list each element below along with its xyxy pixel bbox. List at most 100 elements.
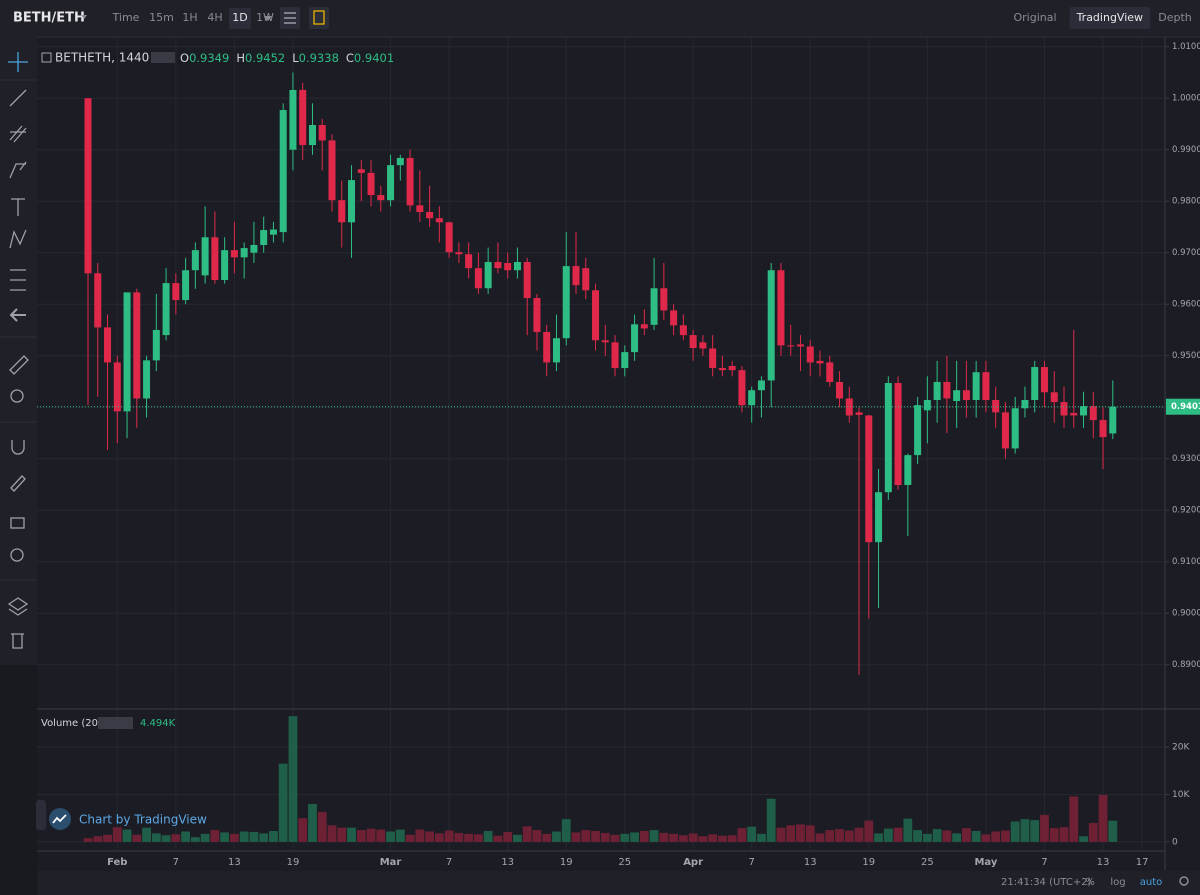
volume-bar (1001, 830, 1010, 842)
volume-bar (288, 716, 298, 842)
volume-bar (659, 832, 669, 842)
settings-icon[interactable] (1179, 876, 1189, 886)
interval-option[interactable]: 1D (232, 11, 247, 24)
trendline-tool[interactable] (9, 89, 27, 107)
volume-bar (1049, 828, 1059, 842)
volume-bar (630, 832, 639, 842)
collapse-tab[interactable] (36, 800, 46, 830)
lock-draw-tool[interactable] (10, 475, 26, 492)
view-option[interactable]: Original (1013, 11, 1056, 24)
volume-bar (952, 833, 962, 842)
volume-bar (971, 831, 981, 842)
volume-bar (474, 834, 483, 842)
x-tick-label: 25 (618, 857, 631, 868)
measure-tool[interactable] (9, 355, 29, 375)
x-tick-label: 17 (1136, 857, 1149, 868)
candle-body (426, 212, 434, 219)
candle-body (230, 250, 238, 258)
candle-body (260, 230, 268, 245)
candle-body (133, 292, 141, 399)
volume-bar (444, 830, 454, 842)
tv-logo[interactable] (49, 808, 71, 830)
candle-body (1031, 367, 1039, 401)
candle-body (1070, 412, 1078, 416)
prediction-tool[interactable] (10, 269, 26, 291)
candle-body (582, 268, 590, 291)
scale-option[interactable]: % (1085, 877, 1095, 888)
candle-body (367, 172, 375, 196)
scale-option[interactable]: log (1110, 877, 1125, 888)
candle-body (884, 383, 892, 493)
legend-buttons[interactable] (151, 52, 175, 63)
volume-bar (181, 831, 190, 842)
candle-body (250, 244, 258, 253)
x-tick-label: May (974, 857, 997, 868)
interval-option[interactable]: 4H (207, 11, 222, 24)
volume-bar (425, 831, 434, 842)
volume-bar (776, 827, 786, 842)
back-tool[interactable] (9, 308, 26, 322)
interval-group: Time 15m 1H 4H 1D 1W (112, 8, 274, 29)
candle-body (1099, 420, 1107, 438)
ohlc-legend: O0.9349 H0.9452 L0.9338 C0.9401 (180, 51, 394, 65)
view-option[interactable]: Depth (1158, 11, 1192, 24)
candle-body (455, 252, 463, 255)
legend-collapse[interactable] (41, 52, 52, 63)
layers-tool[interactable] (7, 597, 29, 616)
pattern-tool[interactable] (9, 229, 27, 249)
ohlc-prefix: C (346, 51, 354, 65)
candle-body (660, 288, 668, 311)
view-option[interactable]: TradingView (1076, 11, 1143, 24)
pair-dropdown[interactable] (81, 15, 87, 19)
scale-options: % log auto (1085, 877, 1162, 888)
candle-body (201, 237, 209, 276)
interval-option[interactable]: Time (112, 11, 140, 24)
candle-body (621, 352, 629, 369)
y-tick-label: 0.9700 (1172, 248, 1200, 258)
x-tick-label: 19 (862, 857, 875, 868)
hide-tool[interactable] (10, 548, 24, 562)
y-tick-label: 1.0000 (1172, 94, 1200, 104)
volume-bar (366, 828, 376, 842)
interval-dropdown[interactable] (264, 16, 272, 21)
volume-bar (532, 830, 542, 842)
notes-button[interactable] (309, 7, 329, 29)
volume-bar (737, 828, 747, 842)
volume-title: Volume (20) (41, 718, 102, 729)
candle-body (914, 405, 922, 456)
crosshair-tool[interactable] (8, 52, 28, 72)
volume-bar (171, 834, 181, 842)
fib-tool[interactable] (9, 125, 27, 143)
candle-body (299, 89, 307, 146)
x-tick-label: 13 (501, 857, 514, 868)
volume-bar (93, 836, 103, 842)
volume-bar (493, 835, 503, 842)
zoom-tool[interactable] (10, 389, 24, 403)
interval-active-bg (229, 8, 251, 29)
watermark[interactable]: Chart by TradingView (79, 813, 207, 827)
interval-option[interactable]: 15m (149, 11, 174, 24)
volume-bar (1020, 819, 1030, 842)
scale-option[interactable]: auto (1140, 877, 1163, 888)
candle-body (709, 348, 717, 369)
interval-option[interactable]: 1H (182, 11, 197, 24)
interval-option[interactable]: 1W (256, 11, 274, 24)
tool-icons (7, 52, 29, 649)
pair-name[interactable]: BETH/ETH (13, 11, 85, 26)
y-tick-label: 0.9800 (1172, 197, 1200, 207)
brush-tool[interactable] (9, 161, 27, 179)
view-active-bg (1069, 7, 1150, 29)
text-tool[interactable] (11, 198, 25, 216)
trash-tool[interactable] (11, 633, 24, 649)
volume-buttons[interactable] (98, 717, 133, 729)
candle-body (1080, 406, 1088, 416)
lock-tool[interactable] (10, 517, 25, 529)
status-bar (37, 871, 1200, 895)
volume-bar (678, 835, 688, 842)
magnet-tool[interactable] (11, 440, 25, 455)
candle-body (767, 270, 775, 381)
y-tick-label: 0.9300 (1172, 454, 1200, 464)
volume-bar (161, 835, 171, 842)
candle-body (318, 124, 326, 141)
